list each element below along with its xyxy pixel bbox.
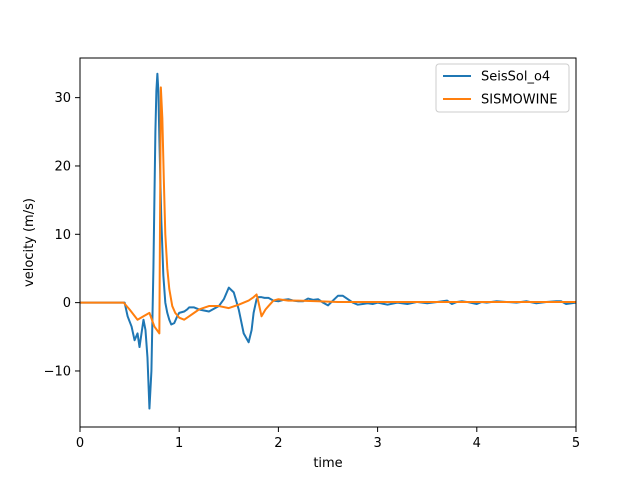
plot-frame — [79, 57, 577, 428]
x-tick-label: 0 — [76, 436, 84, 451]
x-tick-label: 3 — [373, 436, 381, 451]
legend: SeisSol_o4 SISMOWINE — [435, 63, 570, 113]
plot-lines — [80, 72, 577, 410]
x-axis-label: time — [313, 456, 342, 471]
legend-label-sismowine: SISMOWINE — [481, 93, 557, 108]
y-tick-label: 10 — [54, 228, 71, 243]
series-line-seissol-o4 — [80, 72, 577, 410]
x-tick-label: 1 — [175, 436, 183, 451]
x-tick-label: 4 — [473, 436, 481, 451]
legend-label-seissol: SeisSol_o4 — [481, 70, 550, 85]
y-tick-label: 20 — [54, 159, 71, 174]
series-line-sismowine — [80, 86, 576, 335]
y-tick-label: 30 — [54, 91, 71, 106]
y-axis-label: velocity (m/s) — [22, 198, 37, 287]
y-axis: −10 0 10 20 30 — [44, 91, 80, 379]
x-tick-label: 2 — [274, 436, 282, 451]
y-tick-label: 0 — [63, 296, 71, 311]
x-tick-label: 5 — [572, 436, 580, 451]
x-axis: 0 1 2 3 4 5 — [76, 427, 580, 451]
y-tick-label: −10 — [44, 364, 71, 379]
